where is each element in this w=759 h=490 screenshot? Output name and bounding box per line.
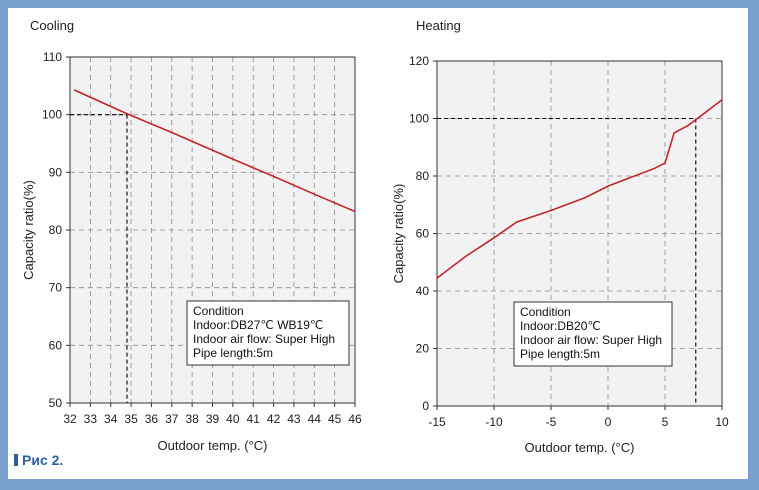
x-tick-label: 10 (715, 415, 729, 429)
x-tick-label: 36 (145, 412, 159, 426)
series-line (73, 89, 356, 213)
x-tick-label: -10 (485, 415, 503, 429)
condition-box (186, 300, 350, 366)
y-tick-label: 100 (409, 112, 429, 126)
x-tick-label: -15 (428, 415, 446, 429)
x-tick-label: 34 (104, 412, 118, 426)
x-tick-label: 44 (308, 412, 322, 426)
condition-line: Pipe length:5m (193, 346, 273, 360)
condition-line: Indoor air flow: Super High (520, 333, 662, 347)
x-tick-label: 32 (63, 412, 77, 426)
x-tick-label: 45 (328, 412, 342, 426)
y-tick-label: 70 (49, 281, 63, 295)
y-tick-label: 50 (49, 396, 63, 410)
x-tick-label: 40 (226, 412, 240, 426)
condition-line: Indoor:DB27℃ WB19℃ (193, 318, 323, 332)
x-tick-label: 33 (84, 412, 98, 426)
series-line (436, 99, 723, 279)
x-tick-label: 43 (287, 412, 301, 426)
x-tick-label: 42 (267, 412, 281, 426)
figure-caption: Рис 2. (14, 452, 63, 468)
chart-1: -15 -10 -5 0 5 10020406080100120HeatingOutdoo… (391, 18, 729, 455)
y-tick-label: 0 (422, 399, 429, 413)
condition-box (513, 301, 673, 367)
y-tick-label: 20 (416, 342, 430, 356)
condition-line: Pipe length:5m (520, 347, 600, 361)
y-axis-label: Capacity ratio(%) (21, 180, 36, 280)
x-tick-label: 0 (605, 415, 612, 429)
y-tick-label: 60 (49, 338, 63, 352)
y-axis-label: Capacity ratio(%) (391, 184, 406, 284)
y-tick-label: 100 (42, 108, 62, 122)
y-tick-label: 80 (49, 223, 63, 237)
x-tick-label: 5 (662, 415, 669, 429)
x-tick-label: 35 (124, 412, 138, 426)
y-tick-label: 80 (416, 169, 430, 183)
y-tick-label: 40 (416, 284, 430, 298)
x-tick-label: -5 (546, 415, 557, 429)
x-axis-label: Outdoor temp. (°C) (158, 438, 268, 453)
caption-bar (14, 454, 18, 466)
x-tick-label: 46 (348, 412, 362, 426)
chart-title: Heating (416, 18, 461, 33)
x-tick-label: 38 (185, 412, 199, 426)
x-tick-label: 39 (206, 412, 220, 426)
condition-line: Indoor:DB20℃ (520, 319, 601, 333)
x-axis-label: Outdoor temp. (°C) (525, 440, 635, 455)
condition-line: Indoor air flow: Super High (193, 332, 335, 346)
y-tick-label: 90 (49, 165, 63, 179)
y-tick-label: 60 (416, 227, 430, 241)
y-tick-label: 120 (409, 54, 429, 68)
condition-line: Condition (193, 304, 244, 318)
chart-title: Cooling (30, 18, 74, 33)
x-tick-label: 41 (247, 412, 261, 426)
condition-line: Condition (520, 305, 571, 319)
caption-text: Рис 2. (22, 452, 64, 468)
x-tick-label: 37 (165, 412, 179, 426)
y-tick-label: 110 (43, 50, 62, 64)
chart-0: 32 33 34 35 36 37 38 39 40 41 42 43 44 45 46 50 60 70 80 90… (21, 18, 362, 453)
